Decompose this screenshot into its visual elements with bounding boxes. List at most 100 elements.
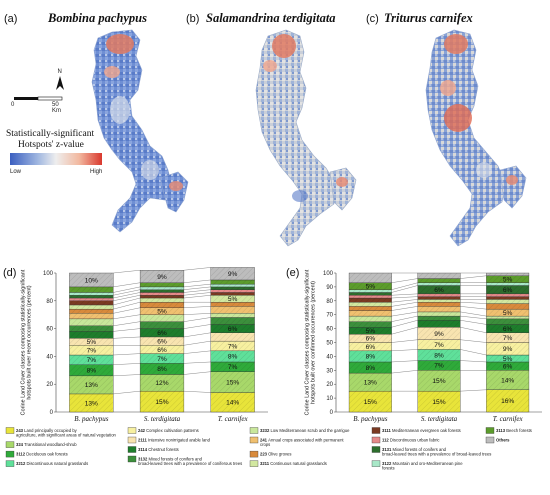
legend-swatch-2111 (127, 436, 137, 444)
bar-segment-hatch (486, 389, 529, 412)
category-label: T. carnifex (218, 415, 249, 423)
hotspot-map-c (425, 29, 527, 247)
scale-label-0: 0 (11, 102, 15, 108)
bar-segment-hatch (140, 328, 184, 337)
bar-segment-hatch (140, 270, 184, 283)
legend-swatch-3113 (485, 427, 495, 434)
bar-segment-hatch (417, 302, 461, 307)
bar-segment-hatch (349, 289, 392, 293)
legend-swatch-3212 (5, 460, 15, 467)
connector-line (183, 295, 211, 299)
connector-line (391, 327, 418, 335)
legend-swatch-3114 (127, 446, 137, 453)
bar-segment-hatch (486, 370, 529, 390)
bar-segment-hatch (69, 345, 114, 356)
legend-swatch-3232 (249, 427, 259, 434)
connector-line (460, 320, 487, 325)
connector-line (391, 320, 418, 328)
y-tick-label: 10 (326, 396, 333, 402)
north-label: N (58, 69, 62, 75)
bar-segment-hatch (210, 392, 255, 412)
bar-segment-hatch (417, 360, 461, 371)
bar-segment-hatch (69, 325, 114, 332)
bar-segment-hatch (349, 342, 392, 351)
data-label: 6% (434, 287, 444, 294)
bar-segment-hatch (349, 334, 392, 343)
bar-segment-hatch (69, 355, 114, 365)
connector-line (183, 313, 211, 315)
bar-segment-hatch (210, 286, 255, 290)
bar-segment-hatch (349, 295, 392, 299)
y-tick-label: 90 (326, 285, 333, 291)
bar-segment-hatch (140, 336, 184, 346)
data-label: 6% (503, 363, 513, 370)
panel-label-b: (b) (186, 13, 199, 25)
bar-segment-hatch (69, 273, 114, 287)
data-label: 5% (366, 284, 376, 291)
connector-line (460, 275, 487, 279)
bar-segment-hatch (417, 299, 461, 303)
bar-segment-hatch (486, 293, 529, 297)
data-label: 13% (85, 382, 98, 389)
bar-segment-hatch (349, 373, 392, 392)
zvalue-high-label: High (90, 169, 102, 175)
bar-segment-hatch (486, 361, 529, 371)
data-label: 12% (155, 380, 168, 387)
y-tick-label: 30 (326, 368, 333, 374)
y-tick-label: 100 (323, 271, 334, 277)
legend-swatch-241 (249, 436, 259, 444)
bar-segment-hatch (486, 282, 529, 286)
data-label: 13% (364, 379, 377, 386)
data-label: 14% (226, 400, 239, 407)
bar-segment-hatch (69, 364, 114, 376)
data-label: 7% (87, 357, 97, 364)
data-label: 8% (157, 366, 167, 373)
data-label: 6% (503, 287, 513, 294)
data-label: 9% (434, 331, 444, 338)
bar-segment-hatch (417, 293, 461, 297)
bar-segment-hatch (417, 391, 461, 412)
legend-item-3132: 3132 Mixed forests of conifers and broad-… (138, 457, 242, 467)
data-label: 6% (366, 336, 376, 343)
data-label: 15% (226, 379, 239, 386)
connector-line (183, 317, 211, 322)
legend-swatch-242 (127, 427, 137, 434)
bar-segment-hatch (210, 332, 255, 342)
bar-segment-hatch (210, 341, 255, 351)
connector-line (113, 321, 141, 326)
bar-segment-hatch (417, 316, 461, 321)
bar-segment-hatch (417, 278, 461, 283)
bar-segment-hatch (210, 289, 255, 293)
connector-line (391, 282, 418, 290)
connector-line (183, 340, 211, 346)
category-label: S. terdigitata (144, 415, 181, 423)
connector-line (391, 339, 418, 343)
data-label: 5% (503, 356, 513, 363)
connector-line (113, 282, 141, 288)
data-label: 5% (503, 277, 513, 284)
bar-segment-hatch (349, 316, 392, 322)
connector-line (113, 353, 141, 356)
bar-segment-hatch (417, 327, 461, 340)
bar-segment-hatch (417, 285, 461, 294)
panel-label-e: (e) (286, 267, 299, 279)
y-axis-label: Corine Land Cover classes composing stat… (20, 269, 32, 415)
data-label: 15% (155, 399, 168, 406)
connector-line (183, 279, 211, 283)
species-name-a: Bombina pachypus (47, 11, 147, 25)
bar-segment-hatch (417, 306, 461, 312)
legend-item-241: 241 Annual crops associated with permane… (260, 438, 344, 448)
connector-line (391, 285, 418, 293)
legend-swatch-3111 (371, 427, 381, 434)
connector-line (113, 295, 141, 301)
connector-line (391, 370, 418, 374)
data-label: 5% (87, 339, 97, 346)
connector-line (113, 328, 141, 332)
zvalue-low-label: Low (10, 169, 22, 175)
connector-line (460, 311, 487, 317)
connector-line (113, 286, 141, 293)
bar-segment-hatch (210, 324, 255, 333)
bar-segment-hatch (349, 282, 392, 290)
bar-segment-hatch (486, 309, 529, 317)
species-name-c: Triturus carnifex (384, 11, 473, 25)
